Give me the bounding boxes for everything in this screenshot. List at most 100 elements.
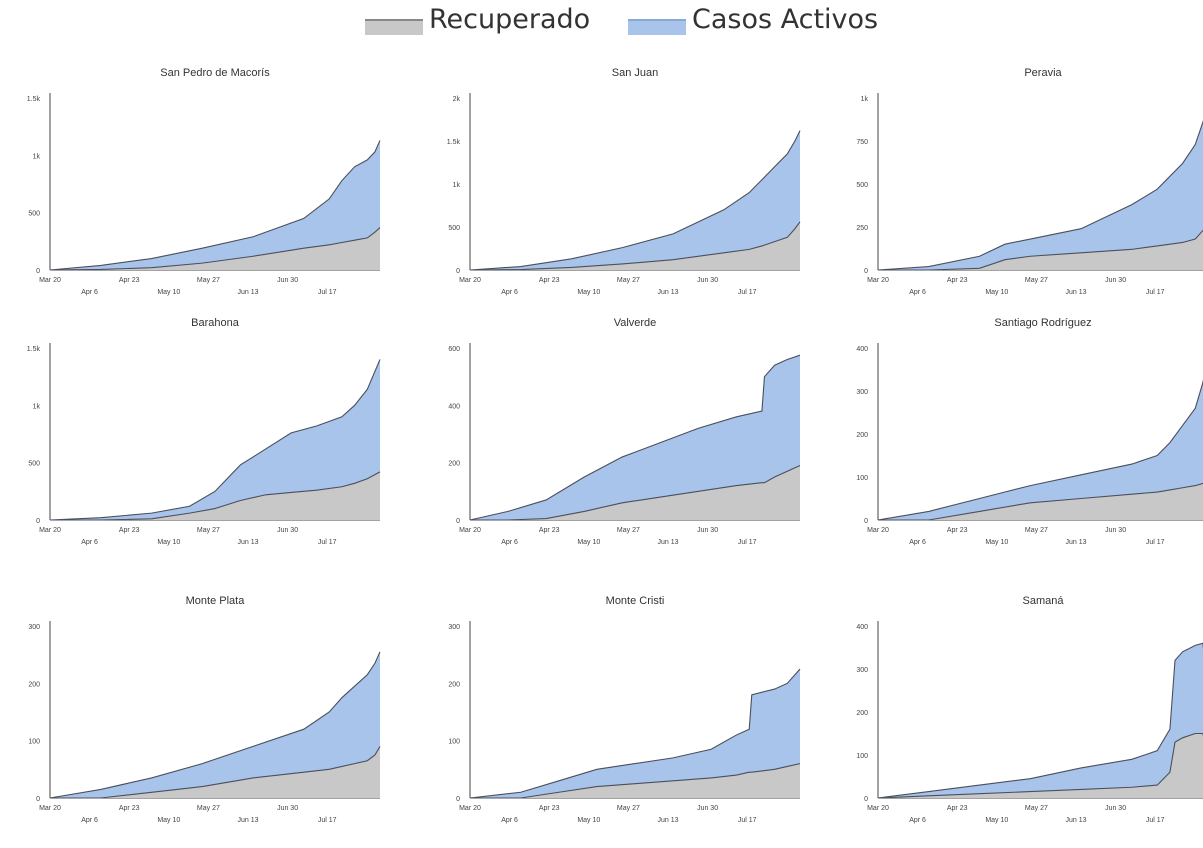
x-tick-label: May 10 [157, 539, 180, 546]
y-tick-label: 0 [864, 796, 868, 803]
x-tick-label: Jun 13 [657, 289, 678, 296]
x-tick-label: Apr 6 [909, 817, 926, 824]
x-tick-label: May 10 [577, 539, 600, 546]
x-tick-label: Apr 23 [119, 277, 140, 284]
x-tick-label: Jun 30 [697, 527, 718, 534]
x-tick-label: Jun 13 [1065, 539, 1086, 546]
chart-panel-7: Monte Plata 0 100 200 300 Mar 20 Apr 23 May 27 J… [28, 595, 381, 824]
line-recuperado [470, 763, 801, 799]
y-tick-label: 0 [456, 518, 460, 525]
line-casos-activos [49, 359, 381, 521]
x-tick-label: May 27 [197, 527, 220, 534]
y-tick-label: 100 [856, 475, 868, 482]
x-tick-label: Jun 30 [277, 805, 298, 812]
y-tick-label: 100 [856, 753, 868, 760]
x-tick-label: May 27 [1025, 277, 1048, 284]
chart-title: Valverde [614, 317, 657, 329]
y-tick-label: 300 [28, 624, 40, 631]
area-recuperado [878, 230, 1203, 270]
legend-label-recovered: Recuperado [429, 4, 591, 35]
y-tick-label: 1k [33, 153, 41, 160]
x-tick-label: Jun 13 [1065, 289, 1086, 296]
y-tick-label: 500 [448, 225, 460, 232]
x-tick-label: Jul 17 [738, 289, 757, 296]
y-tick-label: 100 [448, 739, 460, 746]
area-casos-activos [470, 669, 800, 798]
area-casos-activos [878, 121, 1203, 270]
area-recuperado [878, 733, 1203, 798]
line-casos-activos [469, 354, 801, 521]
chart-title: San Pedro de Macorís [160, 67, 270, 79]
x-tick-label: May 27 [617, 277, 640, 284]
chart-panel-4: Barahona 0 500 1k 1.5k Mar 20 Apr 23 May 27 Jun … [27, 317, 381, 546]
x-tick-label: Jun 30 [1105, 527, 1126, 534]
chart-panel-6: Santiago Rodríguez 0 100 200 300 400 Mar 20 Apr… [856, 317, 1203, 546]
line-casos-activos [877, 120, 1203, 271]
y-tick-label: 200 [448, 461, 460, 468]
line-recuperado [878, 229, 1203, 271]
x-tick-label: Apr 6 [81, 289, 98, 296]
x-tick-label: May 27 [1025, 527, 1048, 534]
line-recuperado [49, 227, 381, 271]
x-tick-label: May 27 [197, 805, 220, 812]
x-tick-label: May 27 [197, 277, 220, 284]
legend-label-active: Casos Activos [692, 4, 879, 35]
y-tick-label: 1.5k [27, 96, 41, 103]
y-tick-label: 0 [36, 796, 40, 803]
chart-legend: Recuperado Casos Activos [0, 4, 1203, 42]
y-tick-label: 0 [864, 268, 868, 275]
x-tick-label: Jul 17 [738, 817, 757, 824]
x-tick-label: Apr 6 [909, 539, 926, 546]
area-casos-activos [470, 355, 800, 520]
x-tick-label: Mar 20 [459, 527, 481, 534]
y-tick-label: 200 [856, 710, 868, 717]
y-tick-label: 500 [28, 461, 40, 468]
y-tick-label: 500 [856, 182, 868, 189]
area-casos-activos [878, 643, 1203, 798]
y-tick-label: 200 [448, 681, 460, 688]
line-recuperado [877, 732, 1203, 799]
legend-swatch-active [628, 18, 686, 35]
x-tick-label: Apr 23 [119, 527, 140, 534]
chart-panel-1: San Pedro de Macorís 0 500 1k 1.5k Mar 20 Apr … [27, 67, 381, 296]
x-tick-label: Jun 13 [237, 817, 258, 824]
area-recuperado [470, 221, 800, 270]
area-casos-activos [878, 382, 1203, 520]
y-tick-label: 300 [856, 667, 868, 674]
y-tick-label: 500 [28, 211, 40, 218]
line-recuperado [469, 221, 801, 271]
x-tick-label: Jul 17 [1146, 817, 1165, 824]
y-tick-label: 400 [856, 346, 868, 353]
chart-panel-5: Valverde 0 200 400 600 Mar 20 Apr 23 May 27 Jun … [448, 317, 801, 546]
x-tick-label: Apr 6 [81, 539, 98, 546]
x-tick-label: Jun 30 [277, 277, 298, 284]
area-casos-activos [50, 359, 380, 520]
y-tick-label: 400 [448, 403, 460, 410]
y-tick-label: 0 [456, 268, 460, 275]
chart-title: Samaná [1023, 595, 1065, 607]
y-tick-label: 1.5k [447, 139, 461, 146]
x-tick-label: May 10 [157, 817, 180, 824]
y-tick-label: 200 [28, 681, 40, 688]
x-tick-label: Jun 30 [697, 805, 718, 812]
x-tick-label: May 27 [1025, 805, 1048, 812]
x-tick-label: Jun 30 [697, 277, 718, 284]
x-tick-label: Jun 13 [657, 539, 678, 546]
legend-item-active: Casos Activos [628, 4, 878, 35]
x-tick-label: May 27 [617, 527, 640, 534]
chart-title: Santiago Rodríguez [994, 317, 1091, 329]
x-tick-label: Apr 23 [947, 527, 968, 534]
x-tick-label: Apr 6 [501, 289, 518, 296]
x-tick-label: Apr 6 [501, 539, 518, 546]
x-tick-label: Jun 30 [1105, 277, 1126, 284]
x-tick-label: Mar 20 [459, 277, 481, 284]
area-recuperado [50, 471, 380, 520]
x-tick-label: Jul 17 [738, 539, 757, 546]
line-casos-activos [49, 651, 381, 799]
area-recuperado [50, 746, 380, 798]
line-casos-activos [49, 140, 381, 271]
legend-swatch-recovered [365, 18, 423, 35]
chart-title: Monte Plata [186, 595, 246, 607]
area-casos-activos [470, 130, 800, 270]
x-tick-label: Mar 20 [39, 805, 61, 812]
